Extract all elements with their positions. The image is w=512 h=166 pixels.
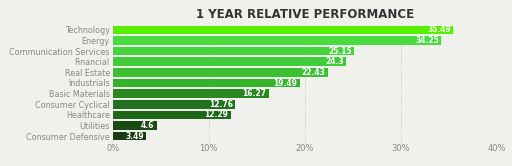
Bar (113, 57, 346, 66)
Text: 24.3: 24.3 (325, 57, 344, 66)
Text: 25.15: 25.15 (328, 47, 352, 56)
Bar (113, 47, 354, 55)
Bar (113, 26, 453, 34)
Text: 19.49: 19.49 (273, 79, 297, 87)
Title: 1 YEAR RELATIVE PERFORMANCE: 1 YEAR RELATIVE PERFORMANCE (196, 8, 414, 21)
Text: 35.49: 35.49 (427, 25, 451, 34)
Bar (113, 100, 235, 109)
Text: 22.43: 22.43 (302, 68, 326, 77)
Bar (113, 111, 230, 119)
Bar (113, 79, 300, 87)
Text: 12.29: 12.29 (204, 110, 228, 119)
Text: 3.49: 3.49 (125, 132, 144, 141)
Bar (113, 132, 146, 140)
Bar (113, 121, 157, 130)
Bar (113, 36, 441, 45)
Text: 12.76: 12.76 (209, 100, 233, 109)
Text: 34.25: 34.25 (415, 36, 439, 45)
Bar (113, 89, 269, 98)
Bar (113, 68, 328, 77)
Text: 4.6: 4.6 (141, 121, 155, 130)
Text: 16.27: 16.27 (243, 89, 266, 98)
